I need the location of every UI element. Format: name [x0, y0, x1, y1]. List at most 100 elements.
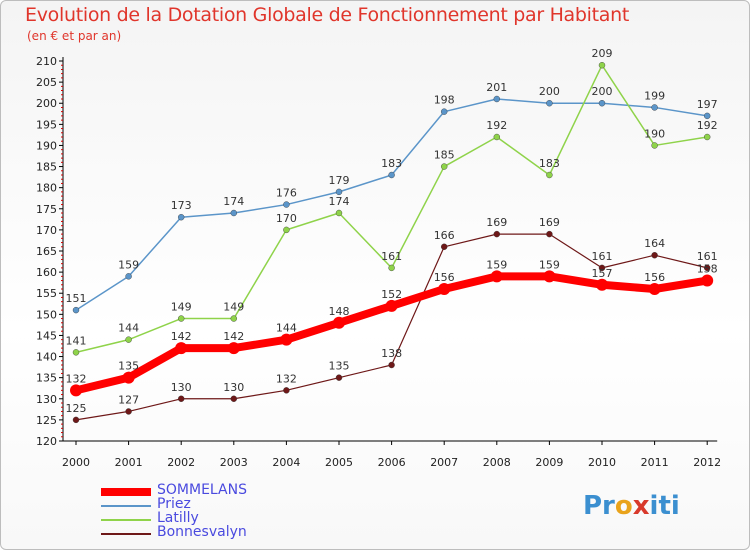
- legend-swatch: [101, 519, 151, 521]
- data-point: [493, 133, 500, 141]
- data-point: [596, 278, 608, 291]
- y-tick-label: 120: [36, 435, 57, 448]
- y-tick-label: 210: [36, 55, 57, 68]
- legend-label: Priez: [157, 496, 191, 512]
- data-point: [546, 100, 553, 107]
- y-tick-label: 200: [36, 97, 57, 110]
- data-label: 197: [697, 98, 718, 111]
- data-label: 176: [276, 187, 297, 200]
- proxiti-logo: Proxiti: [583, 491, 680, 521]
- data-point: [230, 315, 238, 322]
- data-label: 132: [276, 372, 297, 385]
- data-label: 166: [434, 229, 455, 242]
- y-tick-label: 165: [36, 245, 57, 258]
- data-point: [177, 214, 185, 221]
- data-point: [704, 112, 711, 120]
- data-point: [441, 243, 448, 250]
- data-point: [546, 171, 553, 179]
- data-label: 183: [539, 157, 560, 170]
- data-label: 174: [223, 195, 244, 208]
- legend-item: Latilly: [101, 510, 401, 527]
- line-chart: 120 125 130 135 140 145 150 155 160 165 170 175 180 1…: [36, 47, 721, 469]
- legend: SOMMELANS Priez Latilly Bonnesvalyn: [101, 482, 401, 541]
- x-tick-label: 2003: [220, 456, 248, 469]
- data-point: [227, 342, 240, 355]
- data-label: 159: [539, 258, 560, 271]
- data-label: 130: [171, 381, 192, 394]
- y-tick-label: 185: [36, 161, 57, 174]
- data-point: [701, 274, 714, 287]
- data-point: [283, 226, 290, 234]
- x-tick-label: 2004: [272, 456, 300, 469]
- data-label: 159: [486, 258, 507, 271]
- data-point: [230, 209, 238, 217]
- data-point: [546, 230, 553, 238]
- data-label: 173: [171, 199, 192, 212]
- legend-label: Latilly: [157, 510, 199, 526]
- data-point: [175, 342, 188, 355]
- y-tick-label: 130: [36, 393, 57, 406]
- data-label: 130: [223, 381, 244, 394]
- data-point: [230, 395, 238, 402]
- data-point: [651, 252, 658, 259]
- data-label: 148: [329, 305, 350, 318]
- data-point: [490, 270, 503, 283]
- data-label: 209: [592, 47, 613, 60]
- data-label: 156: [434, 271, 455, 284]
- y-tick-label: 160: [36, 266, 57, 279]
- data-label: 152: [381, 288, 402, 301]
- data-point: [704, 264, 711, 272]
- data-point: [651, 142, 658, 149]
- data-point: [648, 283, 661, 295]
- data-label: 141: [66, 334, 87, 347]
- y-tick-label: 135: [36, 372, 57, 385]
- data-label: 144: [118, 322, 139, 335]
- data-label: 149: [171, 301, 192, 314]
- data-point: [598, 62, 606, 69]
- data-label: 161: [592, 250, 613, 263]
- data-label: 200: [592, 85, 613, 98]
- y-tick-label: 170: [36, 224, 57, 237]
- data-point: [651, 104, 658, 111]
- chart-subtitle: (en € et par an): [27, 29, 122, 43]
- x-tick-label: 2010: [588, 456, 616, 469]
- data-point: [70, 384, 82, 397]
- data-label: 169: [539, 216, 560, 229]
- y-tick-label: 155: [36, 287, 57, 300]
- data-label: 135: [329, 360, 350, 373]
- y-tick-label: 140: [36, 351, 57, 364]
- data-point: [280, 333, 293, 346]
- legend-swatch: [101, 488, 151, 496]
- legend-swatch: [101, 505, 151, 507]
- data-label: 170: [276, 212, 297, 225]
- data-point: [72, 349, 80, 356]
- data-label: 142: [223, 330, 244, 343]
- data-point: [388, 171, 395, 179]
- legend-label: Bonnesvalyn: [157, 524, 247, 540]
- data-label: 142: [171, 330, 192, 343]
- data-label: 183: [381, 157, 402, 170]
- data-label: 157: [592, 267, 613, 280]
- data-label: 174: [329, 195, 350, 208]
- y-tick-label: 195: [36, 118, 57, 131]
- y-tick-label: 205: [36, 76, 57, 89]
- data-label: 185: [434, 149, 455, 162]
- data-point: [72, 416, 80, 424]
- data-point: [335, 209, 343, 217]
- legend-label: SOMMELANS: [157, 482, 247, 498]
- data-label: 179: [329, 174, 350, 187]
- data-point: [125, 408, 132, 415]
- data-point: [441, 163, 448, 170]
- data-point: [493, 95, 500, 103]
- x-tick-label: 2012: [693, 456, 721, 469]
- legend-swatch: [101, 533, 151, 535]
- data-label: 159: [118, 258, 139, 271]
- data-point: [388, 361, 395, 369]
- data-point: [283, 201, 290, 208]
- data-point: [388, 264, 395, 272]
- data-point: [333, 316, 345, 329]
- data-point: [177, 315, 185, 322]
- data-point: [441, 108, 448, 115]
- data-label: 164: [644, 237, 665, 250]
